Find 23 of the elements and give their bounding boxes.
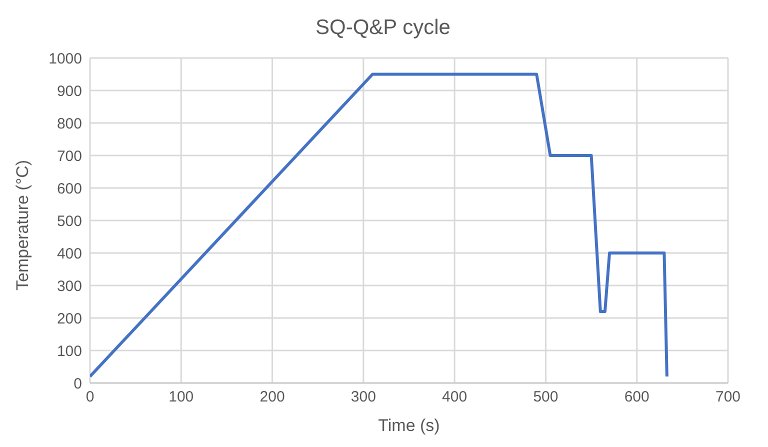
y-tick-label: 300 <box>56 278 82 295</box>
x-axis-title: Time (s) <box>378 416 440 435</box>
x-tick-label: 300 <box>350 388 376 406</box>
y-axis-title: Temperature (°C) <box>13 160 32 290</box>
y-tick-label: 0 <box>74 375 82 392</box>
y-tick-label: 900 <box>56 82 82 100</box>
x-tick-label: 600 <box>624 388 650 406</box>
x-tick-label: 200 <box>260 388 285 406</box>
y-tick-label: 1000 <box>48 50 82 68</box>
x-tick-label: 500 <box>533 388 558 406</box>
x-tick-label: 700 <box>715 388 741 406</box>
line-series <box>90 72 668 378</box>
y-tick-label: 200 <box>56 310 82 328</box>
y-tick-label: 800 <box>56 115 82 132</box>
y-tick-label: 700 <box>56 148 82 165</box>
y-tick-label: 400 <box>56 245 82 262</box>
x-tick-label: 100 <box>168 388 194 406</box>
y-tick-label: 500 <box>56 212 82 230</box>
y-tick-label: 600 <box>56 180 82 198</box>
x-tick-label: 0 <box>86 388 94 406</box>
chart-title: SQ-Q&P cycle <box>314 15 452 41</box>
y-tick-label: 100 <box>56 342 82 360</box>
x-tick-label: 400 <box>442 388 468 406</box>
